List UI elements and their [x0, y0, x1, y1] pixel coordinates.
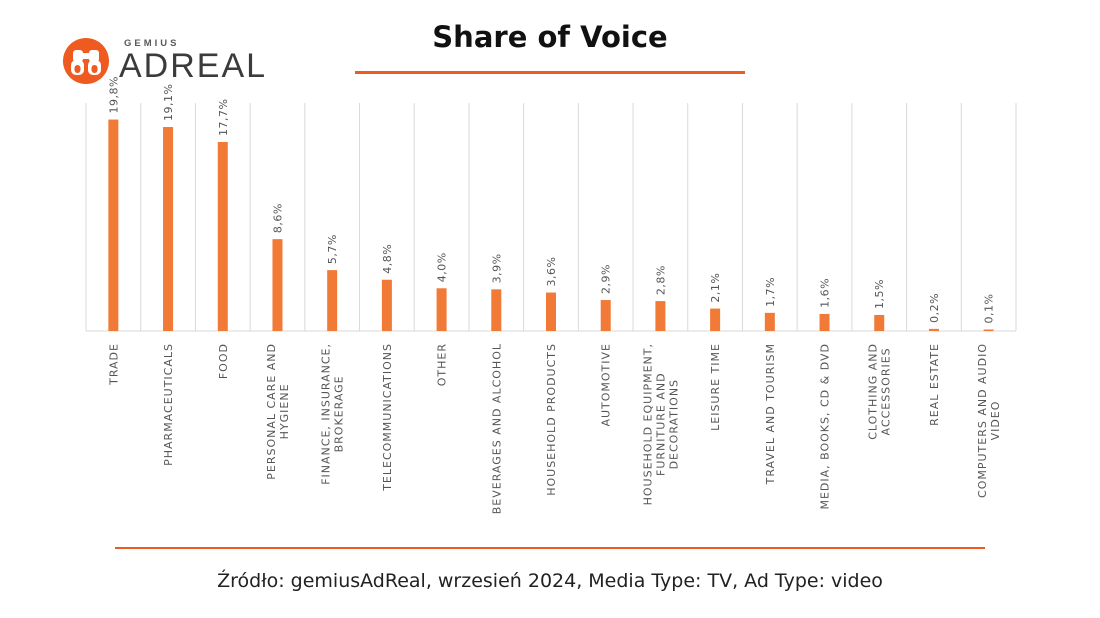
category-label-line: HOUSEHOLD EQUIPMENT,	[641, 343, 654, 505]
category-label: TELECOMMUNICATIONS	[381, 343, 394, 492]
logo-company-text: GEMIUS	[124, 38, 180, 49]
bar-8	[491, 289, 502, 331]
category-label-line: TRADE	[107, 343, 120, 386]
category-label-line: HOUSEHOLD PRODUCTS	[545, 343, 558, 496]
title-underline	[355, 71, 745, 74]
bar-6	[381, 279, 392, 331]
bar-17	[983, 329, 994, 331]
category-label: HOUSEHOLD EQUIPMENT, FURNITURE AND DECORAT…	[641, 343, 680, 505]
data-label: 19,8%	[107, 76, 120, 113]
category-label-line: HYGIENE	[278, 383, 291, 439]
category-label: REAL ESTATE	[928, 343, 941, 426]
data-label: 2,8%	[654, 265, 667, 295]
category-label-line: MEDIA, BOOKS, CD & DVD	[819, 343, 832, 510]
bar-1	[108, 119, 119, 331]
category-label-line: TRAVEL AND TOURISM	[764, 343, 777, 485]
bar-3	[217, 141, 228, 331]
data-label: 0,2%	[928, 293, 941, 323]
category-label: AUTOMOTIVE	[600, 343, 613, 427]
bar-5	[327, 270, 338, 331]
data-label: 1,5%	[873, 279, 886, 309]
data-label: 3,6%	[545, 257, 558, 287]
category-label-line: FOOD	[217, 343, 230, 379]
category-label-line: LEISURE TIME	[709, 343, 722, 431]
data-label: 17,7%	[217, 99, 230, 136]
data-label: 8,6%	[271, 203, 284, 233]
category-label: CLOTHING AND ACCESSORIES	[867, 343, 893, 440]
category-label-line: ACCESSORIES	[880, 347, 893, 435]
data-label: 0,1%	[983, 294, 996, 324]
data-label: 19,1%	[162, 84, 175, 121]
binoculars-icon	[63, 38, 109, 84]
category-label: TRADE	[107, 343, 120, 386]
category-label-line: OTHER	[436, 343, 449, 386]
category-label: MEDIA, BOOKS, CD & DVD	[819, 343, 832, 510]
footer-divider	[115, 547, 985, 549]
data-label: 3,9%	[490, 253, 503, 283]
category-label-line: FINANCE, INSURANCE,	[320, 343, 333, 485]
source-note: Źródło: gemiusAdReal, wrzesień 2024, Med…	[217, 570, 883, 592]
category-label: COMPUTERS AND AUDIO VIDEO	[976, 343, 1002, 498]
category-label-line: PERSONAL CARE AND	[265, 343, 278, 480]
category-label-line: COMPUTERS AND AUDIO	[976, 343, 989, 498]
data-label: 1,6%	[819, 278, 832, 308]
data-label: 2,9%	[600, 264, 613, 294]
bar-2	[163, 127, 174, 332]
category-label-line: DECORATIONS	[667, 379, 680, 469]
data-label: 1,7%	[764, 277, 777, 307]
bar-9	[546, 292, 556, 331]
bar-4	[272, 239, 283, 331]
category-label: BEVERAGES AND ALCOHOL	[490, 343, 503, 514]
category-label: TRAVEL AND TOURISM	[764, 343, 777, 485]
category-label-line: REAL ESTATE	[928, 343, 941, 426]
adreal-logo: GEMIUS ADREAL	[62, 36, 265, 86]
category-label-line: TELECOMMUNICATIONS	[381, 343, 394, 492]
chart-title: Share of Voice	[432, 20, 668, 54]
category-label: OTHER	[436, 343, 449, 386]
category-label-line: VIDEO	[989, 401, 1002, 441]
bar-12	[710, 308, 721, 331]
bar-7	[436, 288, 447, 331]
data-label: 4,0%	[436, 252, 449, 282]
bar-16	[928, 328, 939, 331]
category-label: PHARMACEUTICALS	[162, 343, 175, 466]
logo-brand-text: ADREAL	[119, 47, 268, 85]
data-label: 5,7%	[326, 234, 339, 264]
data-label: 4,8%	[381, 244, 394, 274]
category-label-line: PHARMACEUTICALS	[162, 343, 175, 466]
category-label-line: BROKERAGE	[333, 375, 346, 452]
category-label: FOOD	[217, 343, 230, 379]
category-label: LEISURE TIME	[709, 343, 722, 431]
bar-15	[874, 314, 885, 331]
category-label-line: AUTOMOTIVE	[600, 343, 613, 427]
category-label-line: CLOTHING AND	[867, 343, 880, 440]
category-label: PERSONAL CARE AND HYGIENE	[265, 343, 291, 480]
category-label: HOUSEHOLD PRODUCTS	[545, 343, 558, 496]
category-label-line: BEVERAGES AND ALCOHOL	[490, 343, 503, 514]
bar-11	[655, 301, 666, 331]
bar-14	[819, 313, 830, 331]
data-label: 2,1%	[709, 273, 722, 303]
bar-10	[600, 300, 611, 331]
bar-13	[764, 312, 775, 331]
category-label-line: FURNITURE AND	[654, 372, 667, 476]
category-label: FINANCE, INSURANCE, BROKERAGE	[320, 343, 346, 485]
